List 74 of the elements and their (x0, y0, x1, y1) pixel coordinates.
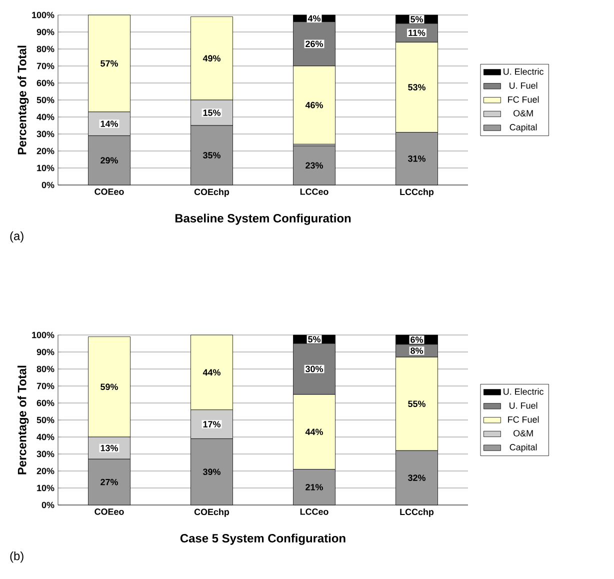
legend-label: FC Fuel (508, 416, 539, 423)
data-label: 14% (100, 120, 118, 127)
x-tick-label: LCCchp (400, 508, 434, 517)
y-tick-label: 30% (36, 450, 54, 458)
legend-label: U. Fuel (510, 402, 538, 409)
y-tick-label: 60% (36, 80, 54, 86)
legend-label: U. Electric (504, 68, 544, 75)
y-tick-label: 70% (36, 382, 54, 390)
y-tick-label: 100% (32, 12, 54, 18)
data-label: 31% (408, 155, 426, 162)
data-label: 49% (202, 55, 220, 62)
data-label: 59% (100, 384, 118, 390)
x-tick-label: COEchp (194, 188, 230, 197)
y-tick-label: 30% (36, 130, 54, 138)
data-label: 11% (408, 30, 426, 36)
data-label: 21% (306, 484, 323, 490)
text: (b) (10, 551, 24, 563)
x-tick-label: LCCeo (300, 508, 328, 515)
data-label: 27% (100, 478, 118, 486)
y-tick-label: 100% (32, 332, 54, 338)
y-tick-label: 90% (36, 28, 54, 36)
legend-label: Capital (510, 124, 537, 132)
data-label: 4% (308, 15, 320, 22)
y-tick-label: 20% (36, 148, 54, 154)
x-tick-label: LCCchp (400, 188, 434, 197)
y-tick-label: 20% (36, 468, 54, 474)
data-label: 26% (306, 40, 323, 48)
legend-label: O&M (514, 110, 533, 116)
legend-label: Capital (510, 444, 537, 452)
data-label: 55% (408, 400, 426, 408)
x-tick-label: COEeo (94, 508, 124, 515)
y-tick-label: 60% (36, 400, 54, 406)
text: (a) (10, 231, 24, 243)
x-tick-label: COEchp (194, 508, 230, 517)
data-label: 53% (408, 84, 426, 90)
data-label: 30% (305, 366, 323, 372)
data-label: 29% (100, 157, 118, 164)
data-label: 44% (202, 369, 220, 376)
data-label: 39% (202, 468, 220, 476)
data-label: 5% (308, 336, 320, 342)
data-label: 15% (203, 110, 220, 116)
x-axis-title: Baseline System Configuration (175, 214, 351, 225)
data-label: 44% (305, 428, 323, 436)
data-label: 17% (203, 421, 220, 428)
y-axis-title: Percentage of Total (18, 366, 29, 474)
data-label: 6% (410, 336, 423, 343)
y-tick-label: 10% (37, 484, 54, 492)
legend-label: O&M (514, 430, 533, 436)
data-label: 32% (408, 474, 426, 481)
y-tick-label: 10% (37, 164, 54, 172)
y-tick-label: 80% (36, 366, 54, 372)
y-tick-label: 0% (42, 502, 54, 508)
data-label: 5% (410, 16, 423, 22)
data-label: 46% (305, 102, 323, 108)
y-tick-label: 0% (42, 182, 54, 188)
x-axis-title: Case 5 System Configuration (180, 534, 346, 545)
y-tick-label: 40% (36, 434, 54, 440)
data-label: 23% (306, 162, 323, 169)
data-label: 57% (100, 60, 118, 67)
y-tick-label: 50% (36, 416, 54, 424)
y-tick-label: 80% (36, 46, 54, 52)
data-label: 8% (410, 348, 423, 354)
y-axis-title: Percentage of Total (18, 46, 29, 154)
y-tick-label: 40% (36, 114, 54, 120)
legend-label: U. Electric (504, 388, 544, 395)
x-tick-label: COEeo (94, 188, 124, 195)
y-tick-label: 90% (36, 348, 54, 356)
y-tick-label: 70% (36, 62, 54, 70)
data-label: 13% (100, 444, 118, 452)
data-label: 35% (202, 152, 220, 158)
y-tick-label: 50% (36, 96, 54, 104)
legend-label: FC Fuel (508, 96, 539, 103)
x-tick-label: LCCeo (300, 188, 328, 195)
legend-label: U. Fuel (510, 82, 538, 89)
